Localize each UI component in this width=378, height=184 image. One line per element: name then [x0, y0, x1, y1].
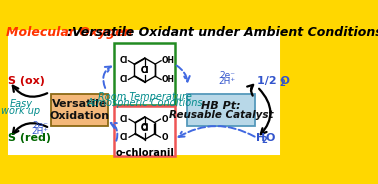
- Text: Molecular Oxygen: Molecular Oxygen: [6, 26, 132, 39]
- Text: O: O: [265, 133, 275, 143]
- Text: OH: OH: [162, 56, 175, 65]
- Text: OH: OH: [162, 75, 175, 84]
- Text: 2e⁻: 2e⁻: [219, 71, 235, 80]
- Text: S (ox): S (ox): [8, 76, 45, 86]
- FancyBboxPatch shape: [114, 106, 175, 156]
- Text: Cl: Cl: [119, 56, 128, 65]
- Text: Cl: Cl: [120, 115, 128, 124]
- Text: Cl: Cl: [119, 75, 128, 84]
- Text: 1/2 O: 1/2 O: [257, 76, 290, 86]
- Text: work up: work up: [2, 106, 40, 116]
- FancyBboxPatch shape: [187, 94, 255, 126]
- Text: Cl: Cl: [141, 66, 149, 75]
- Text: 2: 2: [262, 136, 268, 145]
- Text: 2H⁺: 2H⁺: [218, 77, 235, 86]
- Text: H: H: [256, 133, 265, 143]
- Text: o-chloranil: o-chloranil: [115, 148, 174, 158]
- Text: S (red): S (red): [8, 133, 51, 143]
- Text: Easy: Easy: [9, 99, 33, 109]
- Text: Room Temperature: Room Temperature: [98, 91, 192, 102]
- Text: Versatile
Oxidation: Versatile Oxidation: [50, 99, 110, 121]
- Text: 2e⁻: 2e⁻: [32, 121, 48, 130]
- FancyBboxPatch shape: [51, 94, 108, 126]
- Text: Reusable Catalyst: Reusable Catalyst: [169, 110, 273, 120]
- FancyBboxPatch shape: [4, 26, 283, 158]
- FancyBboxPatch shape: [114, 43, 175, 105]
- Text: Cl: Cl: [141, 124, 149, 133]
- Text: Atmospheric Conditions: Atmospheric Conditions: [87, 98, 203, 108]
- Text: O: O: [161, 133, 168, 142]
- Text: HB Pt:: HB Pt:: [201, 101, 241, 111]
- Text: Cl: Cl: [141, 66, 149, 75]
- Text: 2H⁺: 2H⁺: [31, 128, 48, 137]
- Text: Cl: Cl: [141, 123, 149, 132]
- Text: Cl: Cl: [120, 133, 128, 142]
- Text: O: O: [161, 115, 168, 124]
- Text: :Versatile Oxidant under Ambient Conditions: :Versatile Oxidant under Ambient Conditi…: [67, 26, 378, 39]
- Text: 2: 2: [279, 79, 285, 88]
